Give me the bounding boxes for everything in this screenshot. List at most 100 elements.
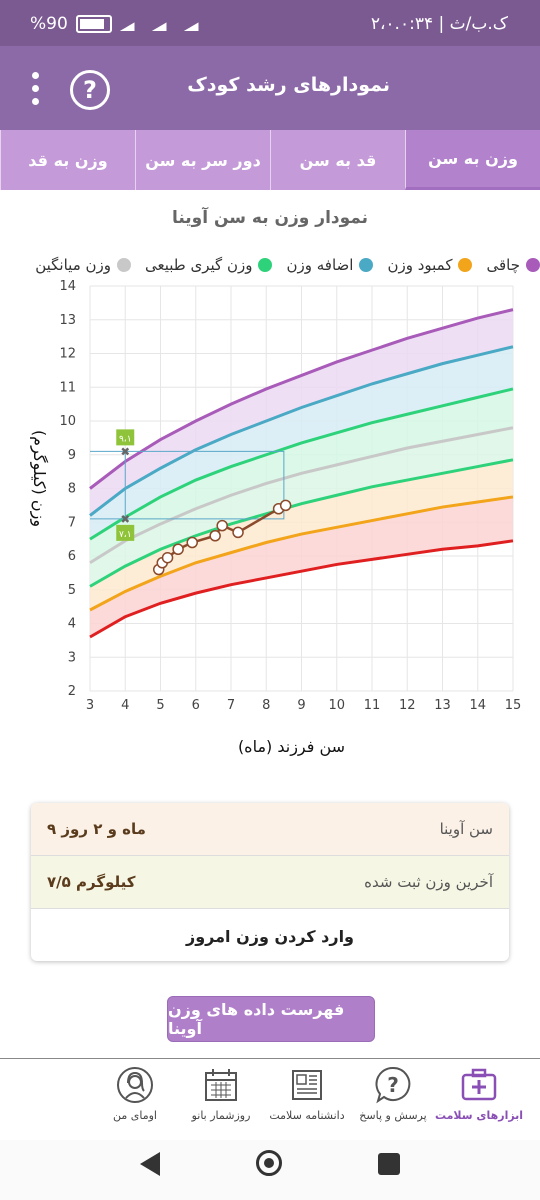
- legend-dot: [258, 258, 273, 272]
- legend-label: کمبود وزن: [387, 256, 453, 274]
- nav-label: روزشمار بانو: [191, 1109, 251, 1122]
- tab-head-circumference[interactable]: دور سر به سن: [135, 130, 270, 190]
- percentile-curve: [89, 458, 514, 588]
- y-tick-label: 9: [68, 448, 76, 463]
- percentile-band: [90, 459, 513, 610]
- home-icon[interactable]: [256, 1150, 282, 1176]
- percentile-band: [90, 309, 513, 516]
- legend-item-underweight[interactable]: کمبود وزن: [387, 256, 473, 274]
- marker-cross: [121, 447, 130, 456]
- calendar-icon: [205, 1069, 237, 1101]
- measurement-point[interactable]: [172, 543, 184, 555]
- x-axis-label: سن فرزند (ماه): [238, 737, 345, 757]
- measurement-point[interactable]: [232, 526, 244, 539]
- newspaper-icon: [292, 1070, 322, 1100]
- marker-badge: [116, 429, 135, 446]
- nav-label: اومای من: [113, 1109, 157, 1122]
- y-axis-label: وزن (کیلوگرم): [29, 430, 49, 527]
- signal-icon: [151, 17, 176, 31]
- status-bar: %90 ۲،۰.ک.ب/ث | ۰:۳۴: [0, 0, 540, 46]
- y-tick-label: 12: [59, 347, 76, 362]
- percentile-curve: [89, 495, 514, 612]
- y-tick-label: 4: [68, 617, 76, 632]
- x-tick-label: 9: [297, 698, 305, 713]
- status-separator: |: [433, 14, 445, 34]
- nav-label: دانشنامه سلامت: [269, 1109, 345, 1122]
- nav-qa[interactable]: ? پرسش و پاسخ: [350, 1059, 436, 1138]
- recent-apps-icon[interactable]: [378, 1153, 400, 1175]
- marker-badge: [116, 524, 135, 541]
- nav-my-profile[interactable]: اومای من: [92, 1059, 178, 1138]
- more-vert-icon[interactable]: [30, 72, 40, 110]
- weight-list-button[interactable]: فهرست داده های وزن آوینا: [167, 996, 375, 1042]
- tab-weight-for-height[interactable]: وزن به قد: [0, 130, 135, 190]
- x-tick-label: 15: [505, 698, 522, 713]
- battery-icon: [75, 15, 112, 33]
- marker[interactable]: ۷،۱: [116, 514, 135, 541]
- chart-legend: چاقی کمبود وزن اضافه وزن وزن گیری طبیعی …: [0, 252, 540, 278]
- legend-dot: [359, 258, 374, 272]
- y-tick-label: 2: [68, 684, 76, 699]
- growth-chart[interactable]: 3 4 5 6 7 8 9 10 11 12 13 14 15234567891011121314۹،۱…: [0, 280, 540, 770]
- enter-weight-button[interactable]: وارد کردن وزن امروز: [186, 926, 354, 946]
- marker-label: ۷،۱: [119, 530, 132, 540]
- percentile-band: [90, 388, 513, 563]
- medical-kit-icon: [461, 1068, 497, 1101]
- y-tick-label: 5: [68, 583, 76, 598]
- x-tick-label: 12: [399, 698, 416, 713]
- highlight-box: [124, 450, 285, 520]
- last-weight-value: ۷/۵ کیلوگرم: [47, 873, 136, 891]
- x-tick-label: 11: [364, 698, 381, 713]
- woman-avatar-icon: [117, 1067, 153, 1103]
- y-tick-label: 14: [59, 280, 76, 294]
- svg-text:?: ?: [387, 1073, 399, 1097]
- wifi-icon: [119, 17, 144, 31]
- marker[interactable]: ۹،۱: [116, 429, 135, 456]
- legend-item-overweight[interactable]: اضافه وزن: [286, 256, 374, 274]
- question-bubble-icon: ?: [375, 1066, 411, 1104]
- measurement-point[interactable]: [279, 499, 292, 512]
- y-tick-label: 6: [68, 549, 76, 564]
- nav-health-tools[interactable]: ابزارهای سلامت: [435, 1059, 523, 1138]
- bottom-nav: ابزارهای سلامت ? پرسش و پاسخ دانشنامه سل…: [0, 1058, 540, 1138]
- age-value: ۹ ماه و ۲ روز: [47, 820, 146, 838]
- battery-percent: %90: [30, 14, 68, 34]
- measurement-point[interactable]: [186, 536, 198, 549]
- percentile-band: [90, 496, 513, 637]
- percentile-curve: [89, 426, 514, 565]
- legend-item-average[interactable]: وزن میانگین: [35, 256, 131, 274]
- page-title: نمودارهای رشد کودک: [187, 74, 390, 96]
- tab-weight-for-age[interactable]: وزن به سن: [405, 130, 540, 190]
- nav-calendar[interactable]: روزشمار بانو: [178, 1059, 264, 1138]
- last-weight-row: آخرین وزن ثبت شده ۷/۵ کیلوگرم: [31, 856, 509, 909]
- legend-label: اضافه وزن: [286, 256, 354, 274]
- status-date: ۲،۰.ک.ب/ث: [370, 14, 508, 34]
- x-tick-label: 3: [86, 698, 94, 713]
- x-tick-label: 10: [328, 698, 345, 713]
- measurement-point[interactable]: [161, 551, 174, 564]
- measurement-point[interactable]: [216, 519, 228, 532]
- legend-dot: [458, 258, 473, 272]
- legend-label: وزن گیری طبیعی: [145, 256, 253, 274]
- legend-dot: [526, 258, 540, 272]
- back-icon[interactable]: [140, 1152, 160, 1176]
- x-tick-label: 7: [227, 698, 235, 713]
- y-tick-label: 3: [68, 650, 76, 665]
- age-label: سن آوینا: [439, 820, 493, 838]
- marker-label: ۹،۱: [119, 434, 132, 444]
- nav-encyclopedia[interactable]: دانشنامه سلامت: [264, 1059, 350, 1138]
- help-circle-icon[interactable]: ?: [70, 70, 110, 110]
- legend-item-normal[interactable]: وزن گیری طبیعی: [145, 256, 273, 274]
- tab-height-for-age[interactable]: قد به سن: [270, 130, 405, 190]
- x-tick-label: 13: [434, 698, 451, 713]
- legend-item-obese[interactable]: چاقی: [486, 256, 540, 274]
- percentile-curve: [89, 387, 514, 541]
- system-nav-bar: [0, 1140, 540, 1200]
- nav-label: پرسش و پاسخ: [359, 1109, 427, 1122]
- last-weight-label: آخرین وزن ثبت شده: [364, 873, 493, 891]
- measurement-point[interactable]: [209, 530, 221, 542]
- age-row: سن آوینا ۹ ماه و ۲ روز: [31, 803, 509, 856]
- y-tick-label: 13: [59, 313, 76, 328]
- y-tick-label: 11: [59, 380, 76, 395]
- status-left: %90: [30, 14, 208, 34]
